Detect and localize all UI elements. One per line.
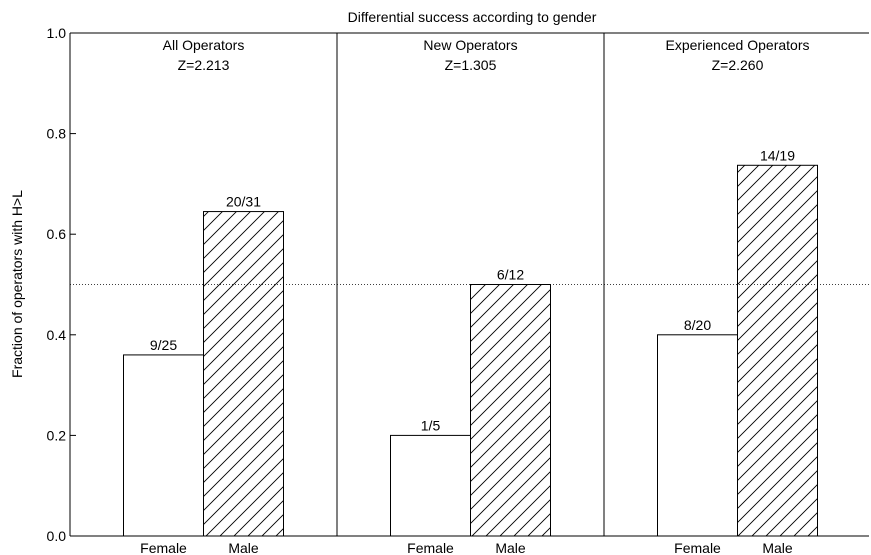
panels: All OperatorsZ=2.2139/25Female20/31MaleN… — [123, 33, 818, 555]
bar-1-male — [470, 284, 551, 537]
bar-label-2-0: 8/20 — [684, 317, 711, 333]
category-label-2-0: Female — [674, 540, 721, 555]
panel-z-0: Z=2.213 — [178, 57, 230, 73]
bar-label-1-1: 6/12 — [497, 267, 524, 283]
bar-label-0-0: 9/25 — [150, 337, 177, 353]
bar-label-0-1: 20/31 — [226, 194, 261, 210]
bar-label-2-1: 14/19 — [760, 147, 795, 163]
panel-1: New Operators Z=1.305 1/5 Female 6/12 Male — [336, 33, 551, 555]
y-tick-label-4: 0.8 — [47, 126, 67, 142]
bar-0-female — [123, 354, 204, 537]
bar-2-male — [737, 164, 818, 537]
bar-label-1-0: 1/5 — [421, 417, 441, 433]
y-tick-label-1: 0.2 — [47, 427, 67, 443]
bar-0-male — [203, 211, 284, 537]
y-tick-label-3: 0.6 — [47, 226, 67, 242]
panel-title-2: Experienced Operators — [666, 37, 810, 53]
bar-2-female — [657, 334, 738, 537]
category-label-2-1: Male — [762, 540, 793, 555]
y-tick-label-0: 0.0 — [47, 528, 67, 544]
y-axis-label: Fraction of operators with H>L — [9, 190, 25, 378]
panel-2: Experienced Operators Z=2.260 8/20 Female 14… — [603, 33, 818, 555]
category-label-1-0: Female — [407, 540, 454, 555]
panel-z-2: Z=2.260 — [712, 57, 764, 73]
panel-title-1: New Operators — [423, 37, 517, 53]
y-tick-label-2: 0.4 — [47, 327, 67, 343]
y-tick-label-5: 1.0 — [47, 25, 67, 41]
panel-title-0: All Operators — [163, 37, 245, 53]
panel-0: All Operators Z=2.213 9/25 Female 20/31 Male — [123, 37, 284, 555]
chart-title: Differential success according to gender — [348, 9, 597, 25]
bar-1-female — [390, 434, 471, 537]
panel-z-1: Z=1.305 — [445, 57, 497, 73]
category-label-0-1: Male — [228, 540, 259, 555]
category-label-1-1: Male — [495, 540, 526, 555]
category-label-0-0: Female — [140, 540, 187, 555]
